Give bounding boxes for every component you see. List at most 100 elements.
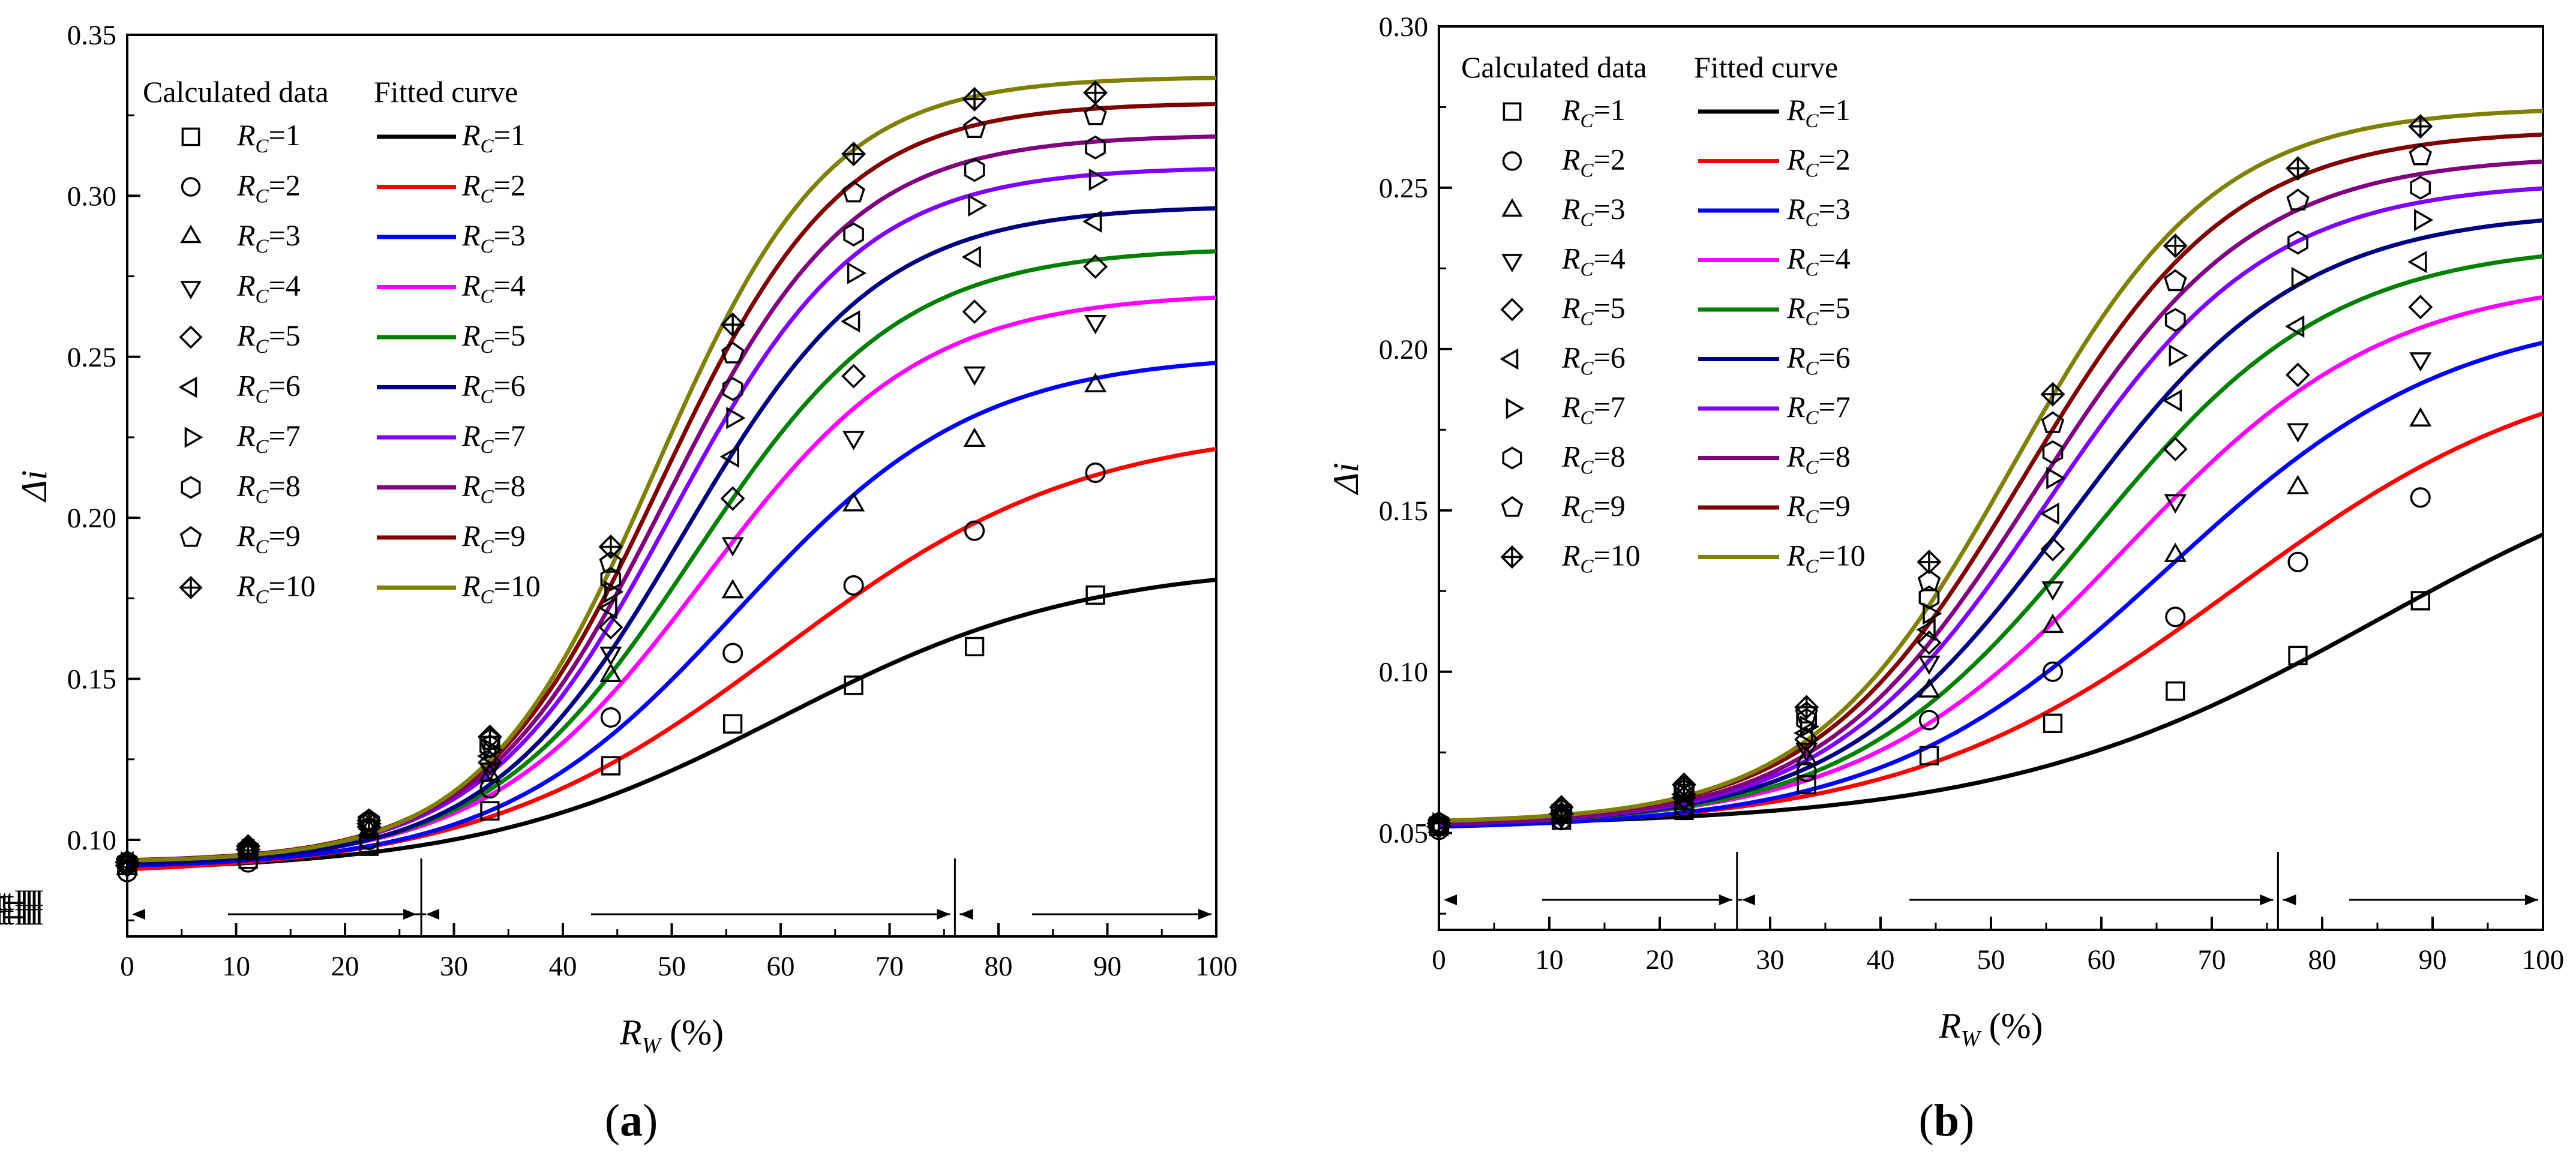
legend-r: R [236,118,256,152]
y-tick-label: 0.20 [67,503,116,534]
legend-r: R [1786,341,1806,374]
legend-r: R [1561,390,1581,424]
data-point-rc6 [2040,502,2059,525]
legend-fitted-label: RC=6 [1786,341,1851,380]
legend-r: R [1786,390,1806,424]
data-point-rc2 [843,575,864,596]
data-point-rc9 [2164,269,2187,292]
data-point-rc3 [963,427,986,448]
legend-fitted-label: RC=9 [461,519,526,558]
data-point-rc1 [2410,591,2430,611]
legend-r: R [1786,440,1806,473]
legend-r: R [461,269,481,302]
legend-calculated-label: RC=6 [236,369,301,408]
legend-marker-rc8 [1502,446,1522,470]
legend-c: C [1806,358,1819,380]
data-point-rc10 [598,535,623,559]
arrowhead-right [1198,909,1211,920]
data-point-rc2 [2410,487,2431,508]
legend-r: R [461,118,481,152]
legend-marker-rc7 [184,427,203,448]
legend-c: C [256,286,269,308]
legend-header-calculated: Calculated data [1461,50,1647,84]
legend-c: C [1581,358,1594,380]
legend-calculated-label: RC=5 [1561,291,1626,330]
data-point-rc1 [601,756,621,776]
x-tick-label: 80 [2308,944,2337,975]
x-tick-label: 0 [1432,944,1446,975]
legend-calculated-label: RC=2 [1561,143,1626,182]
y-tick-label: 0.20 [1379,334,1428,365]
data-point-rc2 [1085,462,1106,484]
legend-calculated-label: RC=4 [236,269,301,308]
legend-c: C [1806,556,1819,578]
panel-paren-close: ) [643,1095,658,1146]
legend-value: =2 [494,169,526,202]
data-point-rc6 [961,245,981,269]
legend-c: C [1806,506,1819,528]
data-point-rc9 [2409,143,2432,166]
data-point-rc3 [2164,542,2187,562]
legend-r: R [236,169,256,202]
data-point-rc7 [1923,602,1942,625]
data-point-rc8 [1085,135,1106,160]
legend-r: R [461,569,481,603]
data-point-rc10 [2408,114,2433,139]
legend-c: C [481,587,494,608]
data-point-rc10 [962,86,987,112]
data-point-rc1 [844,675,863,695]
legend-r: R [1561,242,1581,275]
legend-fitted-label: RC=4 [461,269,526,308]
legend-value: =6 [1819,341,1851,374]
data-point-rc2 [964,520,985,541]
x-tick-label: 10 [1536,944,1564,975]
part-label: Part-I [0,883,34,917]
data-point-rc10 [841,142,866,167]
data-point-rc3 [2041,613,2064,633]
legend-value: =9 [1594,489,1626,523]
x-tick-label: 40 [549,951,577,982]
data-point-rc10 [1672,772,1696,797]
data-point-rc2 [2165,606,2186,627]
data-point-rc10 [720,312,745,337]
x-tick-label: 20 [331,951,359,982]
x-axis-label: RW (%) [1938,1006,2043,1052]
y-tick-label: 0.25 [1379,173,1428,204]
panel-paren-open: ( [605,1095,620,1146]
legend-value: =4 [494,269,526,302]
data-point-rc10 [2163,233,2188,259]
data-point-rc5 [2408,295,2433,320]
legend-value: =3 [494,218,526,252]
data-point-rc9 [1084,103,1107,125]
data-point-rc6 [1082,210,1102,233]
data-point-rc9 [962,116,986,138]
data-point-rc7 [2414,209,2434,232]
legend-r: R [461,369,481,403]
legend-fitted-label: RC=1 [1786,93,1851,132]
x-tick-label: 20 [1646,944,1674,975]
legend-value: =7 [1819,390,1851,424]
legend-value: =1 [269,118,301,152]
data-point-rc7 [2169,344,2188,367]
legend-fitted-label: RC=3 [461,218,526,257]
fitted-curve-rc3 [1438,340,2544,829]
data-point-rc7 [1088,168,1109,191]
legend-value: =5 [1819,291,1851,325]
legend-value: =5 [1594,291,1626,325]
legend-c: C [256,186,269,208]
legend-c: C [1806,259,1819,281]
data-point-rc7 [2046,467,2066,490]
legend-c: C [1806,160,1819,182]
data-point-rc2 [2042,661,2064,682]
data-point-rc3 [1918,678,1941,698]
legend-marker-rc9 [1501,496,1524,517]
x-tick-label: 10 [222,951,250,982]
data-point-rc10 [1794,695,1819,720]
data-point-rc6 [2162,389,2182,412]
data-point-rc10 [115,850,140,875]
legend-c: C [481,436,494,458]
data-point-rc5 [962,299,987,325]
legend-r: R [1561,93,1581,127]
data-point-rc1 [2166,681,2185,701]
